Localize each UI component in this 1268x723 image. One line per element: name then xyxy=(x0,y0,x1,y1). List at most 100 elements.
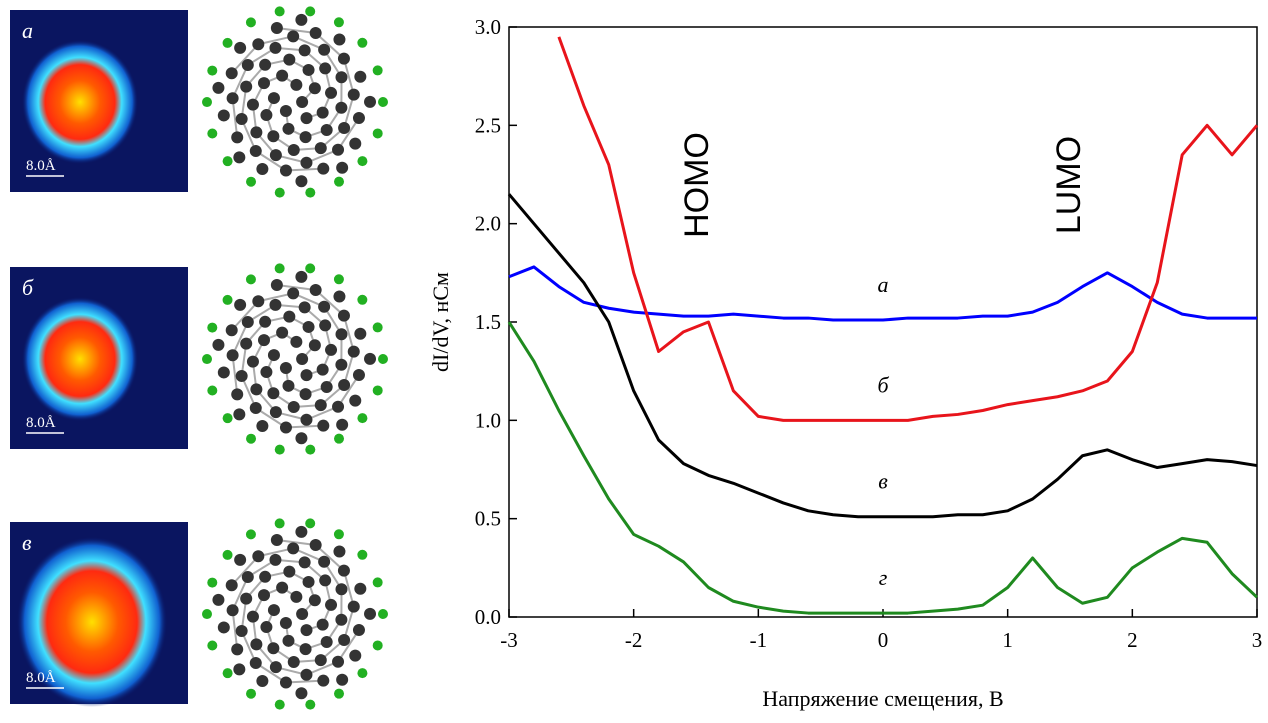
atom xyxy=(268,92,280,104)
atom xyxy=(234,299,246,311)
atom xyxy=(333,34,345,46)
atom xyxy=(250,638,262,650)
atom xyxy=(233,151,245,163)
y-tick-label: 2.5 xyxy=(475,113,501,137)
atom xyxy=(300,669,312,681)
atom xyxy=(287,287,299,299)
atom xyxy=(295,526,307,538)
atom xyxy=(332,144,344,156)
atom xyxy=(336,419,348,431)
atom xyxy=(258,589,270,601)
atom xyxy=(318,301,330,313)
atom xyxy=(260,621,272,633)
atom xyxy=(288,144,300,156)
chlorine xyxy=(223,413,233,423)
atom xyxy=(325,87,337,99)
atom xyxy=(269,42,281,54)
atom xyxy=(338,310,350,322)
atom xyxy=(258,77,270,89)
atom xyxy=(335,359,347,371)
chlorine xyxy=(334,529,344,539)
x-tick-label: 2 xyxy=(1127,628,1138,652)
y-tick-label: 1.0 xyxy=(475,408,501,432)
atom xyxy=(336,674,348,686)
atom xyxy=(247,99,259,111)
atom xyxy=(349,650,361,662)
atom xyxy=(269,299,281,311)
atom xyxy=(318,44,330,56)
chlorine xyxy=(357,295,367,305)
chlorine xyxy=(246,274,256,284)
chlorine xyxy=(357,668,367,678)
atom xyxy=(250,383,262,395)
atom xyxy=(280,677,292,689)
atom xyxy=(295,271,307,283)
atom xyxy=(287,542,299,554)
atom xyxy=(303,321,315,333)
atom xyxy=(317,420,329,432)
annotation: LUMO xyxy=(1050,136,1088,234)
atom xyxy=(309,82,321,94)
atom xyxy=(268,604,280,616)
atom xyxy=(234,42,246,54)
atom xyxy=(364,353,376,365)
x-tick-label: 1 xyxy=(1002,628,1013,652)
atom xyxy=(256,163,268,175)
atom xyxy=(353,369,365,381)
atom xyxy=(349,395,361,407)
atom xyxy=(269,554,281,566)
atom xyxy=(299,44,311,56)
atom xyxy=(267,130,279,142)
chlorine xyxy=(305,700,315,710)
atom xyxy=(317,163,329,175)
atom xyxy=(296,353,308,365)
atom xyxy=(231,131,243,143)
atom xyxy=(315,142,327,154)
y-tick-label: 2.0 xyxy=(475,212,501,236)
atom xyxy=(250,145,262,157)
atom xyxy=(300,157,312,169)
atom xyxy=(336,162,348,174)
chlorine xyxy=(223,156,233,166)
atom xyxy=(335,71,347,83)
chlorine xyxy=(207,641,217,651)
scale-label: 8.0Å xyxy=(26,158,56,174)
chlorine xyxy=(305,188,315,198)
x-axis-title: Напряжение смещения, В xyxy=(762,686,1003,711)
chlorine xyxy=(275,6,285,16)
atom xyxy=(354,71,366,83)
atom xyxy=(226,579,238,591)
atom xyxy=(236,113,248,125)
atom xyxy=(226,67,238,79)
atom xyxy=(325,344,337,356)
atom xyxy=(247,611,259,623)
atom xyxy=(212,339,224,351)
chlorine xyxy=(373,385,383,395)
atom xyxy=(282,123,294,135)
annotation: HOMO xyxy=(678,132,716,238)
atom xyxy=(354,583,366,595)
atom xyxy=(295,175,307,187)
chlorine xyxy=(223,295,233,305)
atom xyxy=(317,619,329,631)
atom xyxy=(349,138,361,150)
chlorine xyxy=(246,17,256,27)
chlorine xyxy=(223,550,233,560)
series-label: б xyxy=(877,372,889,397)
atom xyxy=(271,22,283,34)
atom xyxy=(296,608,308,620)
atom xyxy=(364,608,376,620)
atom xyxy=(231,388,243,400)
atom xyxy=(290,591,302,603)
atom xyxy=(240,338,252,350)
chlorine xyxy=(246,434,256,444)
atom xyxy=(259,571,271,583)
atom xyxy=(233,408,245,420)
atom xyxy=(333,546,345,558)
atom xyxy=(267,642,279,654)
atom xyxy=(256,675,268,687)
atom xyxy=(227,604,239,616)
atom xyxy=(317,364,329,376)
chlorine xyxy=(305,518,315,528)
